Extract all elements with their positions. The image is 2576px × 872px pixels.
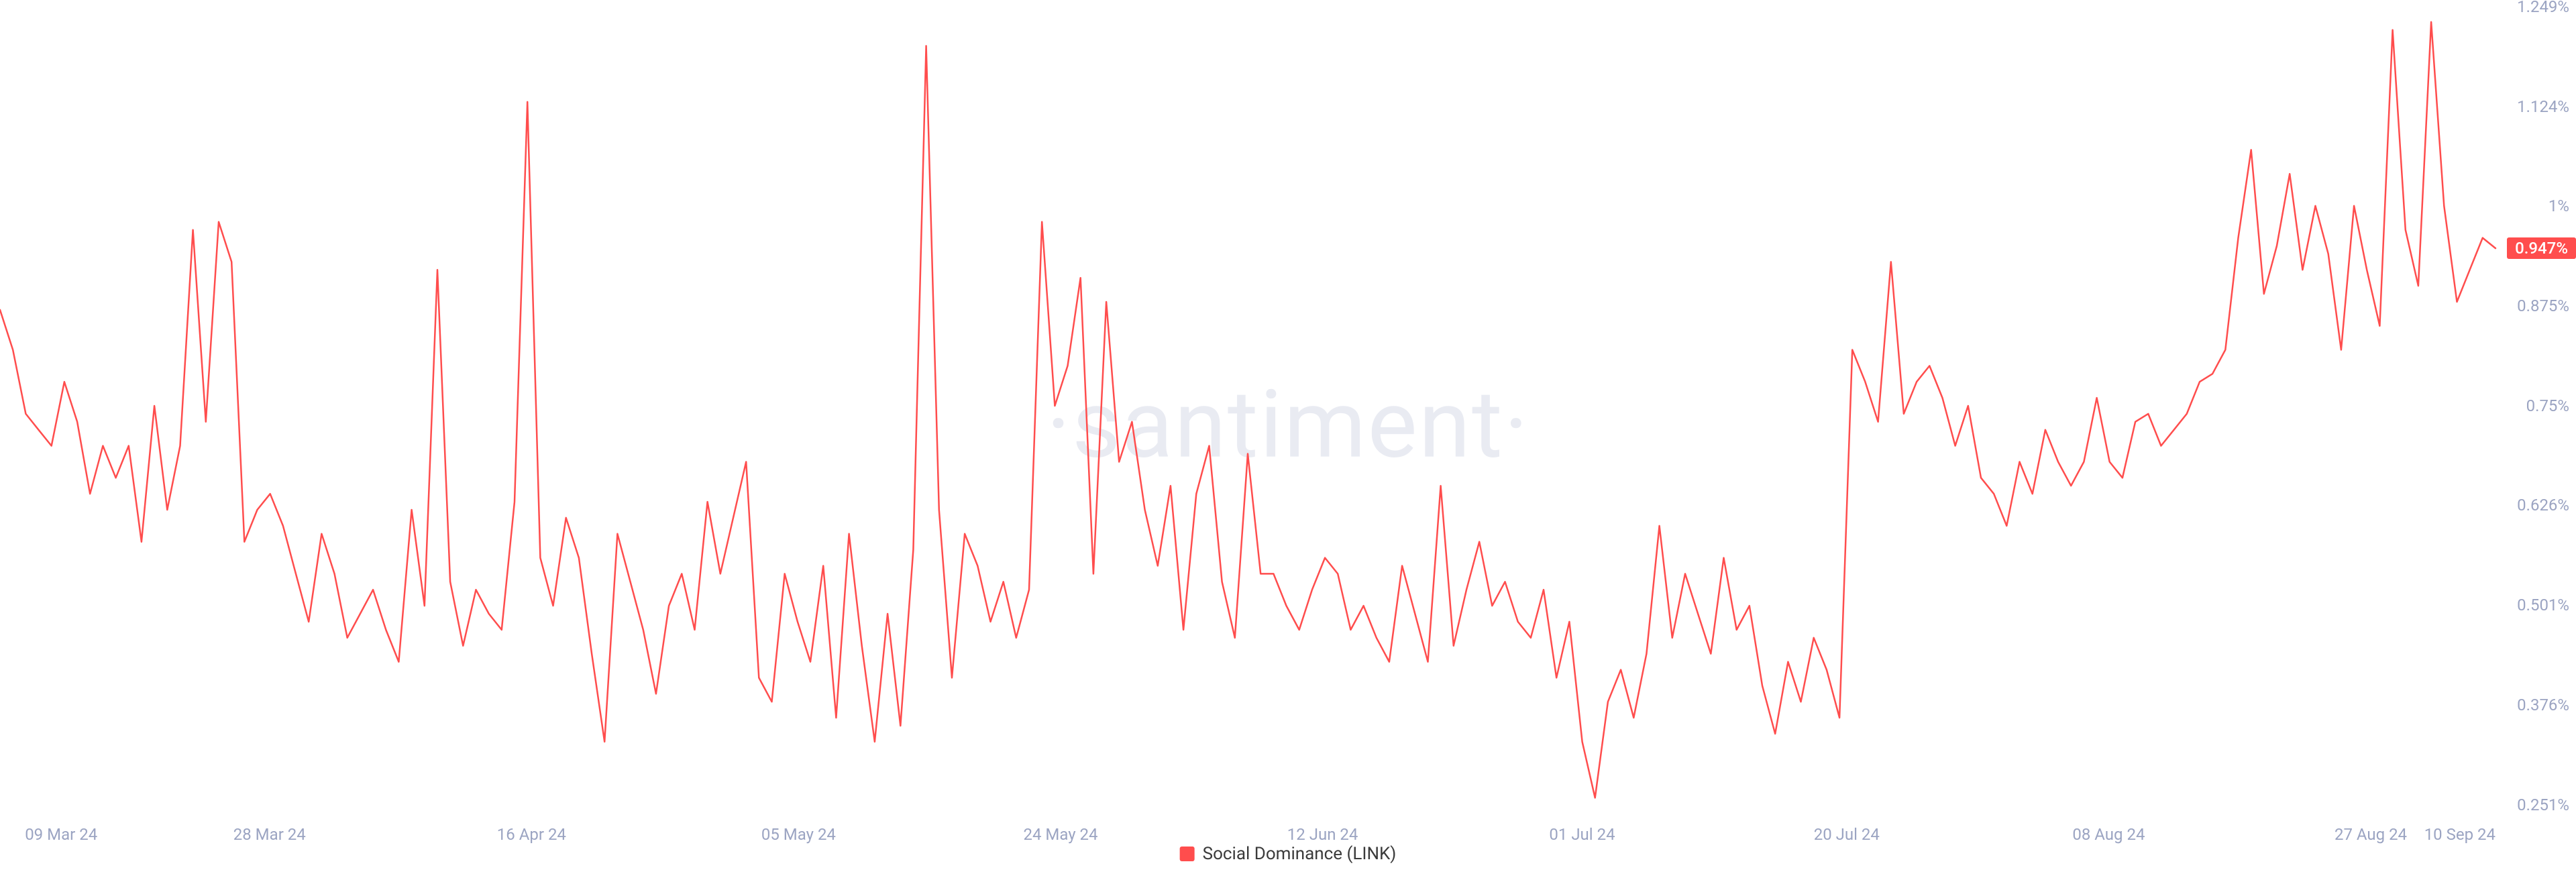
current-value-badge: 0.947% — [2507, 237, 2576, 259]
x-axis-tick-label: 24 May 24 — [1023, 825, 1097, 844]
y-axis-tick-label: 0.376% — [2517, 696, 2569, 714]
x-axis-tick-label: 05 May 24 — [761, 825, 836, 844]
x-axis-tick-label: 09 Mar 24 — [25, 825, 97, 844]
x-axis-tick-label: 01 Jul 24 — [1549, 825, 1615, 844]
x-axis-tick-label: 10 Sep 24 — [2424, 825, 2496, 844]
x-axis-tick-label: 27 Aug 24 — [2334, 825, 2407, 844]
x-axis-tick-label: 16 Apr 24 — [497, 825, 566, 844]
y-axis-tick-label: 0.875% — [2517, 296, 2569, 315]
y-axis-tick-label: 0.251% — [2517, 796, 2569, 814]
y-axis-tick-label: 1% — [2548, 197, 2569, 215]
y-axis-tick-label: 1.124% — [2517, 97, 2569, 116]
x-axis-tick-label: 08 Aug 24 — [2072, 825, 2145, 844]
x-axis-tick-label: 20 Jul 24 — [1814, 825, 1880, 844]
legend: Social Dominance (LINK) — [1180, 844, 1397, 864]
y-axis-tick-label: 1.249% — [2517, 0, 2569, 16]
legend-label: Social Dominance (LINK) — [1203, 844, 1397, 864]
x-axis-tick-label: 28 Mar 24 — [233, 825, 306, 844]
legend-swatch — [1180, 847, 1195, 861]
chart-container: ·santiment· 09 Mar 2428 Mar 2416 Apr 240… — [0, 0, 2576, 872]
y-axis-tick-label: 0.626% — [2517, 496, 2569, 514]
x-axis-tick-label: 12 Jun 24 — [1287, 825, 1358, 844]
y-axis-tick-label: 0.75% — [2526, 396, 2569, 415]
line-chart-svg — [0, 0, 2576, 872]
y-axis-tick-label: 0.501% — [2517, 596, 2569, 614]
